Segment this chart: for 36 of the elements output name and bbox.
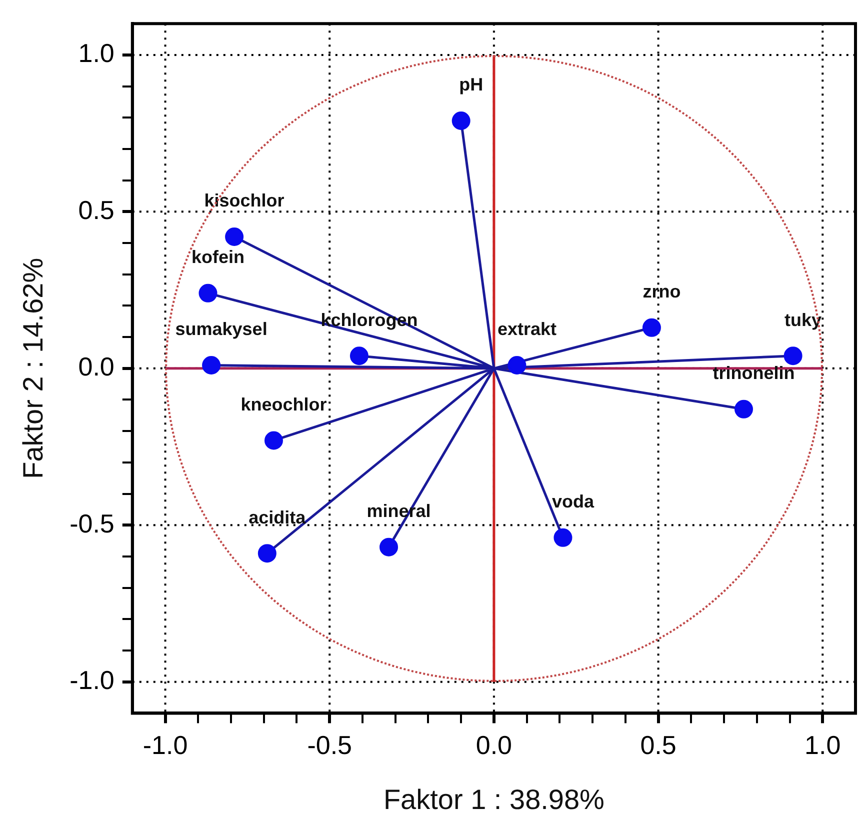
x-tick-label: 0.5 xyxy=(640,730,676,760)
point xyxy=(264,431,283,450)
annotation: kofein xyxy=(191,247,245,268)
y-tick-label: 1.0 xyxy=(78,38,114,68)
y-tick-label: -1.0 xyxy=(70,665,114,696)
x-tick-label: 0.0 xyxy=(476,730,512,760)
point xyxy=(380,538,398,556)
point xyxy=(734,400,753,418)
y-axis-title: Faktor 2 : 14.62% xyxy=(18,258,49,479)
point xyxy=(258,544,276,563)
point xyxy=(198,284,218,302)
point xyxy=(642,318,661,337)
annotation: kneochlor xyxy=(240,394,327,414)
point xyxy=(350,346,368,366)
annotation: trinonelin xyxy=(712,363,795,384)
y-tick-label: -0.5 xyxy=(70,508,114,538)
y-tick-label: 0.5 xyxy=(78,194,114,225)
annotation: tuky xyxy=(784,310,822,330)
x-tick-label: -0.5 xyxy=(307,730,352,760)
point xyxy=(452,112,470,130)
annotation: zrno xyxy=(642,282,681,302)
point xyxy=(508,356,526,375)
annotation: extrakt xyxy=(497,319,556,340)
annotation: voda xyxy=(552,492,595,512)
annotation: pH xyxy=(459,74,484,95)
annotation: acidita xyxy=(248,507,307,528)
point xyxy=(225,228,244,246)
y-tick-label: 0.0 xyxy=(78,352,114,382)
point xyxy=(202,356,221,375)
x-tick-label: 1.0 xyxy=(804,730,841,760)
annotation: sumakysel xyxy=(175,319,268,340)
x-tick-label: -1.0 xyxy=(142,730,188,760)
x-axis-title: Faktor 1 : 38.98% xyxy=(383,784,604,815)
point xyxy=(554,528,572,547)
annotation: kisochlor xyxy=(204,190,284,211)
point xyxy=(784,346,802,366)
